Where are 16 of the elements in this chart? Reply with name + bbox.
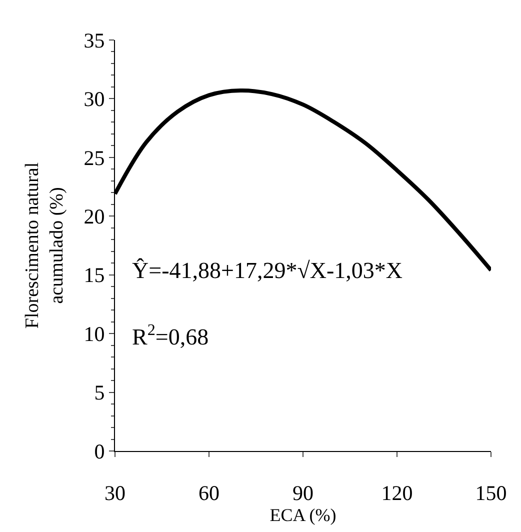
y-tick-label: 35 — [84, 28, 105, 52]
y-tick-label: 10 — [84, 322, 105, 346]
x-tick-label: 90 — [292, 481, 314, 506]
y-tick-label: 25 — [84, 146, 105, 170]
x-tick-label: 60 — [198, 481, 220, 506]
y-tick-label: 30 — [84, 87, 105, 112]
x-axis-title: ECA (%) — [270, 505, 336, 526]
y-tick-label: 20 — [84, 204, 105, 228]
y-tick-label: 15 — [84, 263, 105, 288]
annotation: R$^{2}$=0,68 — [132, 322, 209, 350]
y-tick-label: 0 — [94, 439, 105, 464]
annotation: Ŷ=-41,88+17,29*√X-1,03*X — [132, 258, 403, 283]
x-tick-label: 120 — [381, 481, 413, 506]
x-tick-label: 150 — [475, 481, 507, 506]
y-axis-title: Florescimento natural acumulado (%) — [22, 162, 68, 329]
y-tick-label: 5 — [94, 380, 105, 405]
